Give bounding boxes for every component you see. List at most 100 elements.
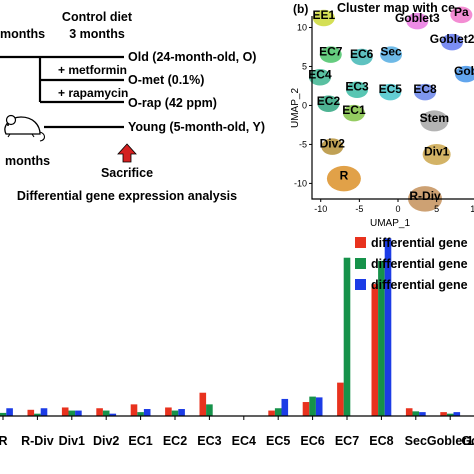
umap-ytick-label: -10 bbox=[294, 178, 307, 188]
bar-ec6-series-3 bbox=[315, 397, 323, 416]
bar-xtick-label: Div2 bbox=[93, 434, 119, 448]
umap-label-sec: Sec bbox=[380, 45, 402, 59]
bar-ec8-series-3 bbox=[384, 238, 392, 416]
bar-ec8-series-1 bbox=[371, 284, 379, 416]
bar-ec7-series-1 bbox=[337, 382, 344, 416]
umap-cluster-goblet3 bbox=[406, 12, 429, 30]
umap-ytick-label: -5 bbox=[299, 139, 307, 149]
design-top-label-2: 3 months bbox=[69, 27, 125, 41]
bar-div1-series-3 bbox=[75, 410, 82, 416]
bar-ec6-series-2 bbox=[309, 396, 316, 416]
umap-ytick-label: 5 bbox=[302, 61, 307, 71]
bar-r-div-series-3 bbox=[40, 408, 48, 416]
umap-cluster-ec1 bbox=[342, 104, 365, 122]
bar-ec2-series-1 bbox=[165, 407, 172, 416]
bar-xtick-label: Div1 bbox=[59, 434, 85, 448]
umap-label-ec1: EC1 bbox=[342, 103, 366, 117]
umap-cluster-ec3 bbox=[346, 81, 369, 98]
bar-xtick-label: R-Div bbox=[21, 434, 54, 448]
bar-ec1-series-2 bbox=[137, 412, 144, 416]
bar-ec7-series-2 bbox=[343, 257, 351, 416]
umap-cluster-ec8 bbox=[414, 83, 437, 101]
bar-xtick-label: EC6 bbox=[300, 434, 324, 448]
umap-label-ec3: EC3 bbox=[345, 80, 369, 94]
bar-div2-series-3 bbox=[109, 413, 117, 416]
umap-label-ec6: EC6 bbox=[350, 47, 374, 61]
bar-ec6-series-1 bbox=[302, 402, 310, 416]
umap-xtick-label: -10 bbox=[314, 204, 327, 214]
bar-ec5-series-3 bbox=[281, 398, 289, 416]
bar-xtick-label: EC4 bbox=[232, 434, 256, 448]
bar-ec8-series-2 bbox=[378, 260, 385, 416]
design-left-label-bottom: months bbox=[5, 154, 50, 168]
bar-div1-series-2 bbox=[68, 410, 76, 416]
umap-label-goblet3: Goblet3 bbox=[395, 11, 440, 25]
arm-label-young: Young (5-month-old, Y) bbox=[128, 120, 265, 134]
umap-cluster-sec bbox=[380, 46, 403, 63]
bar-xtick-label: EC8 bbox=[369, 434, 393, 448]
bar-sec-series-1 bbox=[405, 408, 413, 416]
umap-cluster-ec4 bbox=[308, 69, 331, 86]
bar-r-series-2 bbox=[0, 412, 7, 416]
umap-cluster-ec6 bbox=[350, 48, 373, 66]
umap-xtick-label: 0 bbox=[395, 204, 400, 214]
legend-swatch-3 bbox=[355, 279, 366, 290]
legend-label-1: differential gene bbox=[371, 236, 468, 250]
umap-cluster-stem bbox=[420, 110, 449, 132]
bar-ec1-series-3 bbox=[143, 409, 151, 416]
bar-ec5-series-2 bbox=[274, 408, 282, 416]
bar-series bbox=[0, 238, 461, 416]
bar-ec3-series-1 bbox=[199, 392, 207, 416]
bar-ec2-series-3 bbox=[178, 409, 185, 416]
bar-r-series-3 bbox=[6, 408, 13, 416]
bar-x-ticks: R R-Div Div1 Div2 EC1 EC2 EC3 EC4 EC5 EC6 EC7 EC8 Se… bbox=[0, 416, 474, 448]
umap-cluster-pa bbox=[450, 6, 473, 24]
design-top-label-1: Control diet bbox=[62, 10, 133, 24]
bar-goblet1-series-1 bbox=[440, 412, 447, 416]
bar-legend: differential gene differential gene differ… bbox=[355, 236, 468, 292]
bar-r-div-series-1 bbox=[27, 409, 35, 416]
umap-xlabel: UMAP_1 bbox=[370, 218, 410, 229]
cluster-map-title: Cluster map with ce bbox=[337, 1, 455, 15]
bar-div2-series-2 bbox=[102, 410, 110, 416]
umap-cluster-gob bbox=[455, 65, 474, 83]
treatment-label-metformin: + metformin bbox=[58, 63, 127, 77]
umap-label-ec7: EC7 bbox=[319, 45, 343, 59]
design-panel: Control diet 3 months months Old (24-mon… bbox=[0, 10, 265, 203]
umap-cluster-ee1 bbox=[312, 9, 335, 27]
umap-label-ec5: EC5 bbox=[379, 82, 403, 96]
design-left-label-top: months bbox=[0, 27, 45, 41]
umap-label-stem: Stem bbox=[420, 111, 449, 125]
umap-label-ec8: EC8 bbox=[413, 82, 437, 96]
umap-ytick-label: 10 bbox=[297, 22, 307, 32]
umap-cluster-ec7 bbox=[319, 46, 342, 63]
umap-axes bbox=[311, 16, 474, 200]
umap-label-goblet2: Goblet2 bbox=[430, 32, 474, 46]
umap-scatter bbox=[308, 6, 474, 212]
bar-sec-series-2 bbox=[412, 411, 420, 416]
umap-cluster-ec5 bbox=[379, 83, 402, 101]
bar-div1-series-1 bbox=[61, 407, 69, 416]
sacrifice-arrow-icon bbox=[117, 143, 137, 163]
bar-div2-series-1 bbox=[96, 408, 103, 416]
legend-label-2: differential gene bbox=[371, 257, 468, 271]
bar-xtick-label: EC2 bbox=[163, 434, 187, 448]
bar-sec-series-3 bbox=[419, 412, 426, 416]
mouse-icon bbox=[4, 114, 46, 142]
cluster-map-panel: (b) Cluster map with ce EE1 Goblet3 Pa Gobl… bbox=[290, 1, 474, 229]
umap-xtick-label: -5 bbox=[355, 204, 363, 214]
bar-ec2-series-2 bbox=[171, 410, 179, 416]
umap-label-ec2: EC2 bbox=[317, 94, 341, 108]
umap-cluster-r bbox=[326, 165, 361, 192]
umap-label-ee1: EE1 bbox=[312, 8, 335, 22]
umap-label-div2: Div2 bbox=[320, 137, 346, 151]
bar-chart-panel: R R-Div Div1 Div2 EC1 EC2 EC3 EC4 EC5 EC6 EC7 EC8 Se… bbox=[0, 236, 474, 448]
sacrifice-label: Sacrifice bbox=[101, 166, 153, 180]
umap-ylabel: UMAP_2 bbox=[290, 88, 301, 128]
umap-cluster-div2 bbox=[321, 138, 344, 155]
umap-label-gob: Gob bbox=[454, 64, 474, 78]
umap-ytick-label: 0 bbox=[302, 100, 307, 110]
legend-swatch-1 bbox=[355, 237, 366, 248]
bar-xtick-label: EC1 bbox=[128, 434, 152, 448]
